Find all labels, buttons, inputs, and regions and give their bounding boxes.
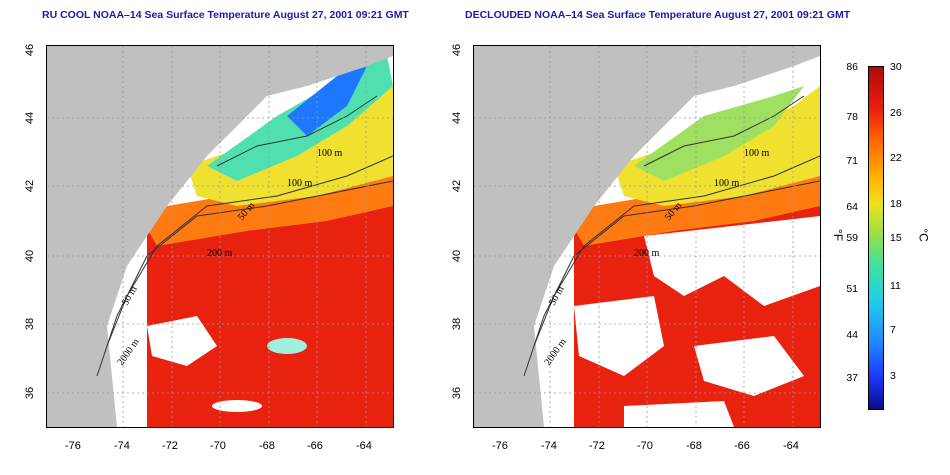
x-tick-right: -68 (686, 440, 702, 452)
x-tick-left: -74 (114, 440, 130, 452)
contour-label: 100 m (287, 178, 313, 189)
colorbar-tick-f: 59 (846, 232, 858, 244)
y-tick-left: 36 (24, 386, 37, 400)
x-tick-left: -70 (210, 440, 226, 452)
very-cold-water (287, 66, 367, 136)
y-tick-right: 44 (451, 111, 464, 125)
cold-water (634, 86, 804, 181)
colorbar-tick-c: 15 (890, 232, 902, 244)
colorbar-tick-c: 30 (890, 61, 902, 73)
x-tick-right: -72 (589, 440, 605, 452)
y-tick-left: 46 (24, 43, 37, 57)
y-tick-right: 42 (451, 179, 464, 193)
colorbar-tick-f: 86 (846, 61, 858, 73)
y-tick-right: 36 (451, 386, 464, 400)
y-tick-right: 46 (451, 43, 464, 57)
colorbar-tick-c: 11 (890, 280, 901, 292)
x-tick-left: -66 (307, 440, 323, 452)
y-tick-left: 42 (24, 179, 37, 193)
grid (474, 46, 820, 427)
land (47, 46, 393, 427)
y-tick-left: 44 (24, 111, 37, 125)
contour-label: 2000 m (115, 336, 142, 367)
grid (47, 46, 393, 427)
x-tick-right: -70 (637, 440, 653, 452)
y-tick-left: 40 (24, 249, 37, 263)
colorbar (868, 66, 884, 410)
right-panel-title: DECLOUDED NOAA–14 Sea Surface Temperatur… (465, 9, 851, 21)
left-map: 100 m 100 m 50 m 200 m 50 m 2000 m (46, 45, 394, 428)
x-tick-right: -76 (492, 440, 508, 452)
x-tick-right: -66 (734, 440, 750, 452)
x-tick-right: -64 (783, 440, 799, 452)
land (474, 46, 820, 427)
cloud-fringe (267, 338, 307, 354)
cloud-patch (147, 316, 217, 366)
right-map-svg: 100 m 100 m 50 m 200 m 50 m 2000 m (474, 46, 820, 427)
contour-label: 100 m (714, 178, 740, 189)
cloud-patch-2 (212, 400, 262, 412)
y-tick-right: 40 (451, 249, 464, 263)
warm-water (147, 196, 393, 427)
left-map-svg: 100 m 100 m 50 m 200 m 50 m 2000 m (47, 46, 393, 427)
right-map: 100 m 100 m 50 m 200 m 50 m 2000 m (473, 45, 821, 428)
colorbar-tick-c: 7 (890, 324, 896, 336)
x-tick-left: -72 (162, 440, 178, 452)
colorbar-tick-c: 26 (890, 107, 902, 119)
colorbar-tick-f: 51 (846, 283, 858, 295)
colorbar-tick-c: 3 (890, 370, 896, 382)
colorbar-tick-c: 18 (890, 198, 902, 210)
colorbar-tick-f: 37 (846, 372, 858, 384)
contour-label: 100 m (317, 148, 343, 159)
unit-celsius: °C (916, 228, 931, 242)
colorbar-tick-f: 71 (846, 155, 858, 167)
contour-label: 200 m (634, 248, 660, 259)
colorbar-tick-f: 78 (846, 111, 858, 123)
left-panel-title: RU COOL NOAA–14 Sea Surface Temperature … (42, 9, 409, 21)
declouded-gap (694, 336, 804, 396)
contour-100m (643, 95, 805, 167)
unit-fahrenheit: °F (831, 228, 846, 242)
x-tick-right: -74 (541, 440, 557, 452)
colorbar-tick-f: 44 (846, 329, 858, 341)
declouded-gap (644, 216, 820, 306)
colorbar-tick-c: 22 (890, 152, 902, 164)
colorbar-tick-f: 64 (846, 201, 858, 213)
x-tick-left: -68 (259, 440, 275, 452)
x-tick-left: -64 (356, 440, 372, 452)
contour-100m (216, 95, 378, 167)
contour-label: 100 m (744, 148, 770, 159)
y-tick-right: 38 (451, 317, 464, 331)
declouded-gap (624, 401, 734, 427)
x-tick-left: -76 (65, 440, 81, 452)
contour-label: 2000 m (542, 336, 569, 367)
contour-label: 200 m (207, 248, 233, 259)
y-tick-left: 38 (24, 317, 37, 331)
declouded-gap (574, 296, 664, 376)
